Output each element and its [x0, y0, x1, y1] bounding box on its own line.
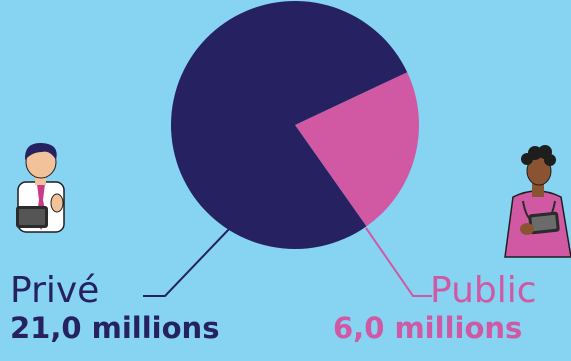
- pie-slice-public: [295, 72, 419, 227]
- leader-line-public: [365, 227, 432, 297]
- value-public: 6,0 millions: [333, 311, 523, 345]
- pie-slice-prive: [171, 0, 408, 249]
- leader-line-prive: [143, 226, 232, 297]
- pie-slices: [171, 0, 419, 249]
- nurse-with-tablet-icon: [504, 145, 571, 258]
- label-public: Public: [430, 270, 537, 311]
- value-prive: 21,0 millions: [10, 311, 220, 345]
- label-prive: Privé: [10, 270, 100, 311]
- man-with-tablet-icon: [16, 142, 65, 233]
